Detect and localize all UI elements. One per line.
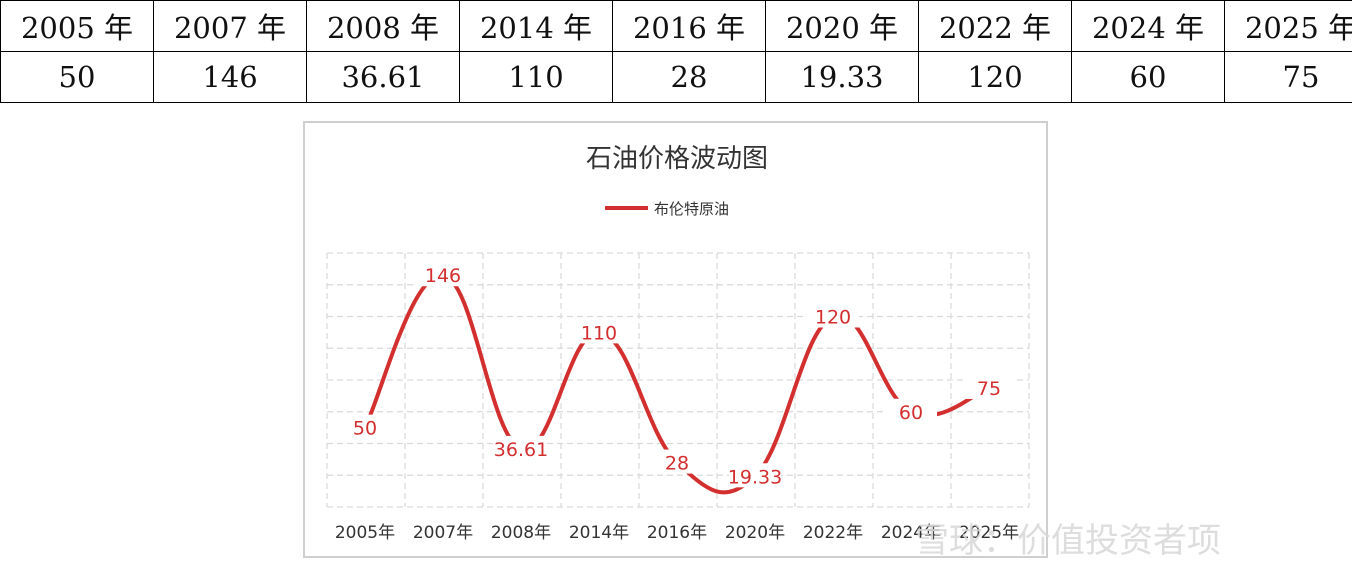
x-tick-label: 2022年 (803, 523, 863, 543)
table-header-cell: 2005 年 (0, 0, 154, 52)
table-header-cell: 2022 年 (918, 0, 1072, 52)
table-value-cell: 60 (1071, 51, 1225, 103)
data-label: 36.61 (494, 439, 548, 461)
data-label-background (417, 262, 469, 287)
table-header-cell: 2007 年 (153, 0, 307, 52)
x-tick-label: 2008年 (491, 523, 551, 543)
chart-grid (326, 252, 1030, 508)
data-label: 146 (425, 265, 461, 287)
table-header-cell: 2025 年 (1224, 0, 1352, 52)
series-line-brent (363, 273, 991, 495)
table-value-cell: 75 (1224, 51, 1352, 103)
price-table: 2005 年 2007 年 2008 年 2014 年 2016 年 2020 … (0, 0, 1352, 103)
table-value-row: 50 146 36.61 110 28 19.33 120 60 75 (0, 51, 1352, 103)
watermark: 雪球：价值投资者项 (915, 521, 1221, 561)
x-tick-label: 2024年 (881, 523, 941, 543)
table-header-cell: 2020 年 (765, 0, 919, 52)
legend-label: 布伦特原油 (654, 200, 729, 218)
data-label: 19.33 (728, 466, 782, 488)
data-labels: 50 146 36.61 110 28 19.33 120 60 75 (339, 262, 1015, 488)
data-label-background (729, 463, 781, 488)
table-header-row: 2005 年 2007 年 2008 年 2014 年 2016 年 2020 … (0, 0, 1352, 52)
data-label-background (495, 435, 547, 460)
line-chart: 石油价格波动图 布伦特原油 50 146 36.61 110 28 19.33 120 60 7… (326, 144, 1030, 543)
data-label: 75 (977, 378, 1001, 400)
data-label-background (339, 414, 391, 439)
table-value-cell: 110 (459, 51, 613, 103)
table-header-cell: 2016 年 (612, 0, 766, 52)
table-header-cell: 2008 年 (306, 0, 460, 52)
data-label: 28 (665, 453, 689, 475)
data-label-background (807, 303, 859, 328)
x-tick-label: 2025年 (959, 523, 1019, 543)
data-label-background (573, 319, 625, 344)
data-label-background (963, 374, 1015, 399)
table-value-cell: 146 (153, 51, 307, 103)
data-label: 110 (581, 322, 617, 344)
table-value-cell: 19.33 (765, 51, 919, 103)
table-value-cell: 120 (918, 51, 1072, 103)
table-value-cell: 36.61 (306, 51, 460, 103)
x-tick-label: 2020年 (725, 523, 785, 543)
x-tick-label: 2007年 (413, 523, 473, 543)
chart-panel: 石油价格波动图 布伦特原油 50 146 36.61 110 28 19.33 120 60 7… (303, 121, 1048, 558)
x-tick-label: 2016年 (647, 523, 707, 543)
chart-title: 石油价格波动图 (586, 144, 768, 174)
table-header-cell: 2014 年 (459, 0, 613, 52)
data-label-background (651, 449, 703, 474)
data-label: 50 (353, 418, 377, 440)
data-label-background (885, 398, 937, 423)
data-label: 120 (815, 307, 851, 329)
table-header-cell: 2024 年 (1071, 0, 1225, 52)
x-tick-label: 2014年 (569, 523, 629, 543)
x-tick-label: 2005年 (335, 523, 395, 543)
table-value-cell: 28 (612, 51, 766, 103)
data-label: 60 (899, 402, 923, 424)
chart-legend[interactable]: 布伦特原油 (605, 200, 729, 218)
table-value-cell: 50 (0, 51, 154, 103)
x-axis-ticks: 2005年 2007年 2008年 2014年 2016年 2020年 2022年 2024年… (335, 523, 1019, 543)
